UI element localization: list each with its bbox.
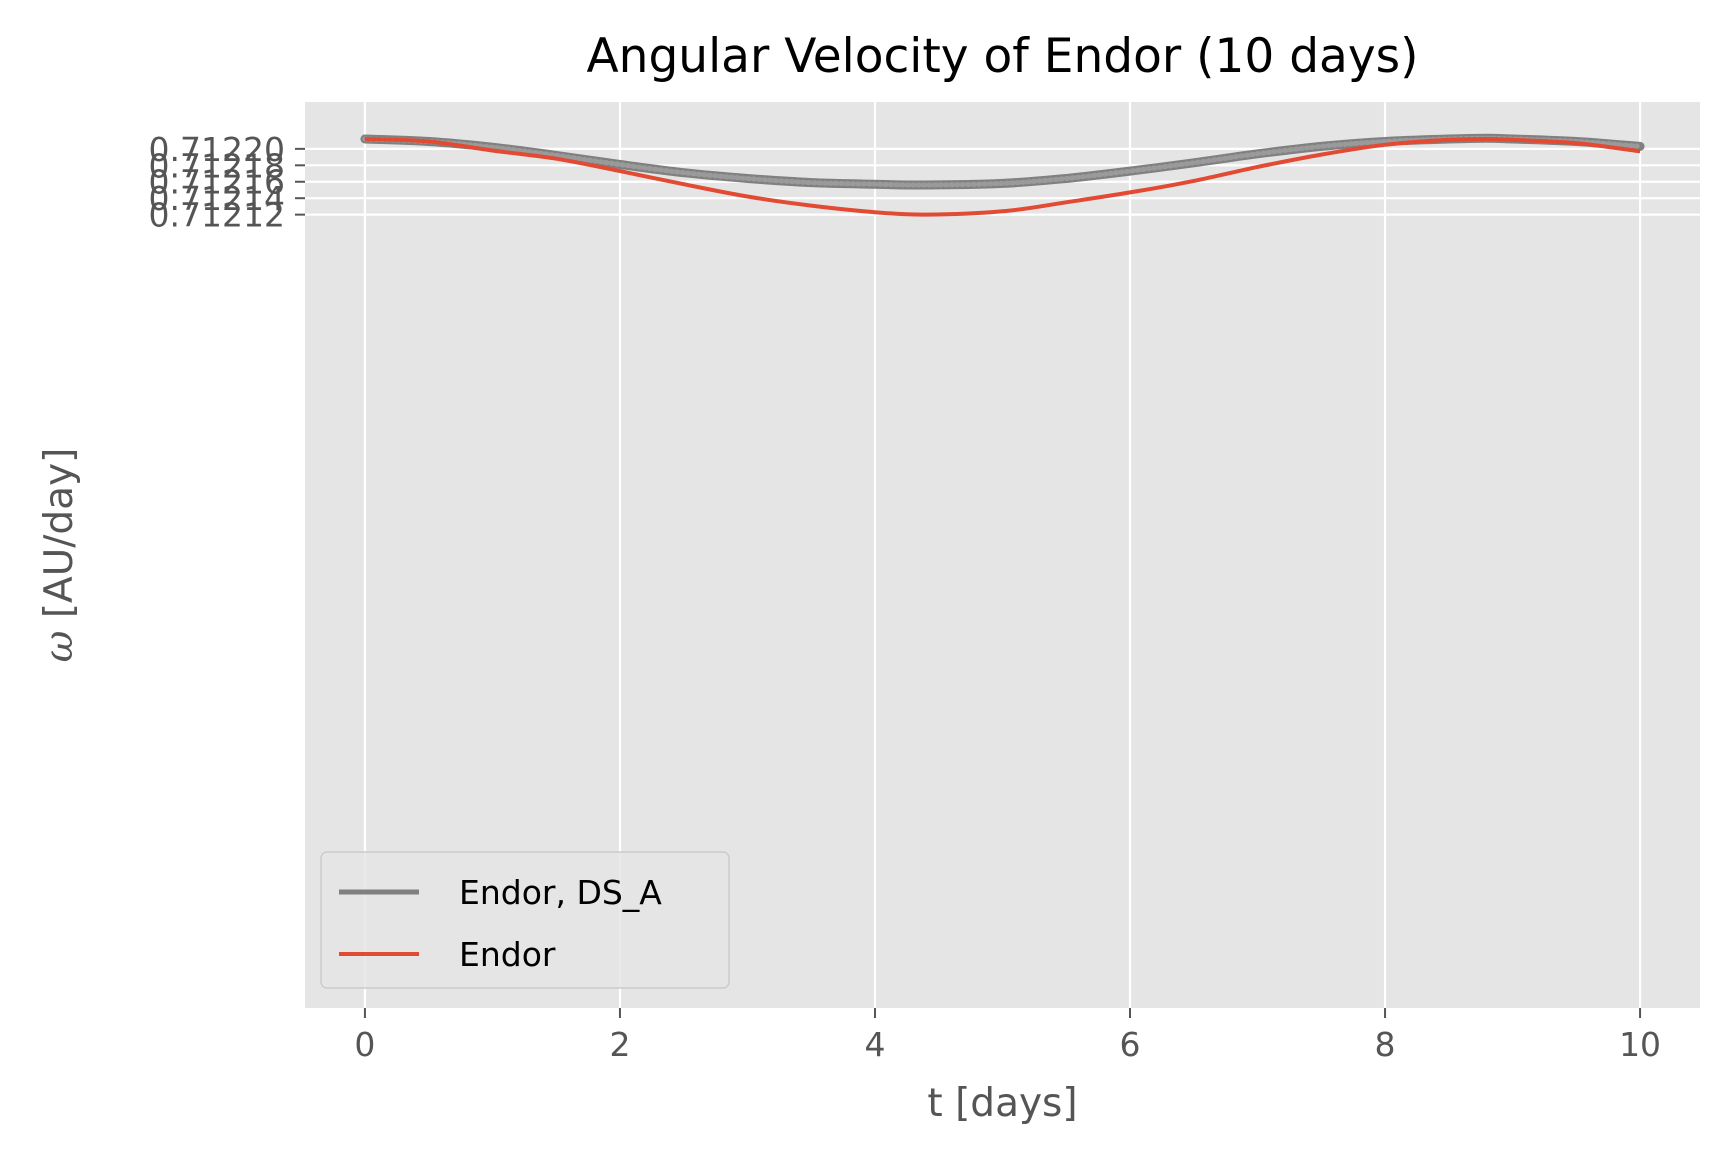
- y-axis-label-text: [AU/day]: [37, 448, 82, 631]
- legend-label: Endor: [459, 935, 556, 974]
- legend: Endor, DS_A Endor: [320, 851, 730, 989]
- legend-box: [320, 851, 730, 989]
- y-tick-label: 0.71214: [149, 179, 285, 218]
- chart-title: Angular Velocity of Endor (10 days): [587, 29, 1419, 84]
- y-tick-label: 0.71218: [149, 146, 285, 185]
- x-axis-ticks: 0 2 4 6 8 10: [354, 1008, 1661, 1064]
- x-tick-label: 6: [1120, 1025, 1141, 1064]
- series-1: [364, 136, 1641, 217]
- y-axis-label: ω [AU/day]: [37, 448, 82, 663]
- y-tick-label: 0.71212: [149, 196, 285, 235]
- grid: [305, 102, 1700, 1008]
- legend-label: Endor, DS_A: [459, 873, 662, 912]
- y-tick-label: 0.71220: [149, 130, 285, 169]
- series-layer: [360, 133, 1645, 217]
- y-axis-label-symbol: ω: [37, 631, 82, 663]
- x-tick-label: 4: [864, 1025, 885, 1064]
- series-line-endor: [364, 136, 1641, 217]
- x-axis-label: t [days]: [927, 1081, 1077, 1126]
- x-tick-label: 2: [609, 1025, 630, 1064]
- x-tick-label: 8: [1375, 1025, 1396, 1064]
- x-tick-label: 10: [1619, 1025, 1661, 1064]
- x-tick-label: 0: [354, 1025, 375, 1064]
- y-tick-label: 0.71216: [149, 163, 285, 202]
